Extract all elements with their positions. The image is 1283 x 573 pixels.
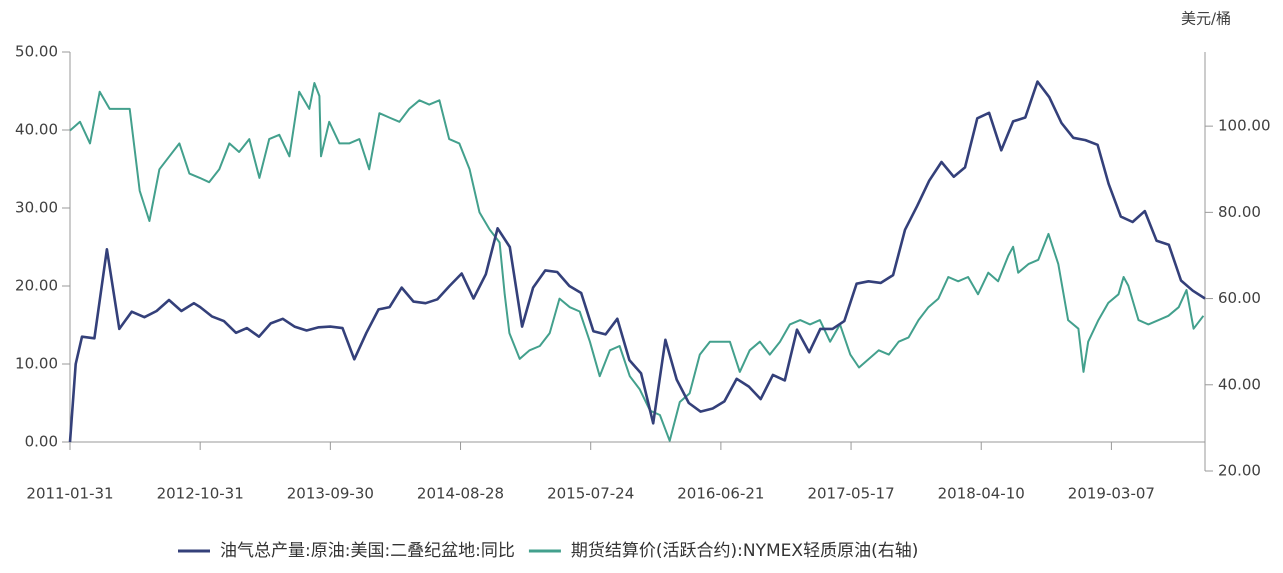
y2-tick-label: 20.00 — [1218, 462, 1261, 480]
y2-tick-label: 60.00 — [1218, 289, 1261, 307]
x-tick-label: 2017-05-17 — [807, 485, 894, 503]
y-tick-label: 10.00 — [15, 355, 58, 373]
y2-tick-label: 100.00 — [1218, 117, 1271, 135]
y-tick-label: 0.00 — [25, 433, 58, 451]
legend: 油气总产量:原油:美国:二叠纪盆地:同比 期货结算价(活跃合约):NYMEX轻质原… — [178, 541, 918, 561]
x-tick-label: 2015-07-24 — [547, 485, 634, 503]
y2-tick-label: 80.00 — [1218, 203, 1261, 221]
y-tick-label: 30.00 — [15, 199, 58, 217]
y2-tick-label: 40.00 — [1218, 375, 1261, 393]
series-line — [68, 80, 1206, 443]
y-tick-label: 20.00 — [15, 277, 58, 295]
y2-axis-title: 美元/桶 — [1181, 10, 1231, 28]
x-tick-label: 2019-03-07 — [1068, 485, 1155, 503]
x-tick-label: 2018-04-10 — [938, 485, 1025, 503]
y-tick-label: 40.00 — [15, 121, 58, 139]
x-tick-label: 2012-10-31 — [157, 485, 244, 503]
x-tick-label: 2013-09-30 — [287, 485, 374, 503]
x-tick-label: 2011-01-31 — [26, 485, 113, 503]
legend-label: 期货结算价(活跃合约):NYMEX轻质原油(右轴) — [571, 541, 918, 561]
legend-label: 油气总产量:原油:美国:二叠纪盆地:同比 — [220, 541, 515, 561]
x-tick-label: 2014-08-28 — [417, 485, 504, 503]
y-tick-label: 50.00 — [15, 43, 58, 61]
series-line — [69, 82, 1205, 442]
x-tick-label: 2016-06-21 — [677, 485, 764, 503]
